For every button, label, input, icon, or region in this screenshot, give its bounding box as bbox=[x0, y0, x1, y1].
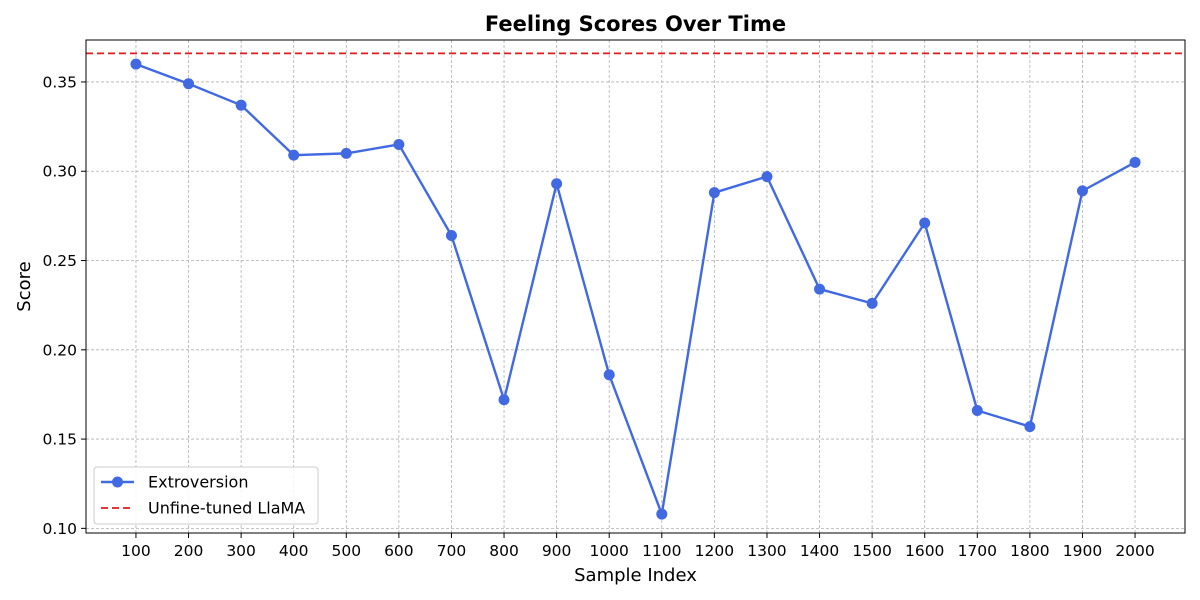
data-point-1000 bbox=[603, 369, 615, 381]
data-point-1600 bbox=[919, 217, 931, 229]
data-point-300 bbox=[235, 99, 247, 111]
data-point-1900 bbox=[1076, 185, 1088, 197]
legend-label-reference: Unfine-tuned LlaMA bbox=[148, 499, 305, 518]
data-point-1500 bbox=[866, 297, 878, 309]
x-tick-label-600: 600 bbox=[384, 542, 414, 560]
x-tick-label-1500: 1500 bbox=[852, 542, 891, 560]
data-point-400 bbox=[288, 149, 300, 161]
data-point-900 bbox=[551, 178, 563, 190]
x-tick-label-100: 100 bbox=[121, 542, 151, 560]
y-tick-label-0.25: 0.25 bbox=[42, 252, 77, 270]
y-tick-label-0.10: 0.10 bbox=[42, 520, 77, 538]
data-point-600 bbox=[393, 138, 405, 150]
series-line-0 bbox=[134, 62, 1137, 516]
data-point-1100 bbox=[656, 508, 668, 520]
legend-label-extroversion: Extroversion bbox=[148, 473, 248, 492]
data-point-700 bbox=[445, 230, 457, 242]
data-point-100 bbox=[130, 58, 142, 70]
x-tick-label-800: 800 bbox=[489, 542, 519, 560]
data-point-500 bbox=[340, 147, 352, 159]
x-tick-label-1700: 1700 bbox=[958, 542, 997, 560]
legend: Extroversion Unfine-tuned LlaMA bbox=[93, 466, 319, 525]
y-tick-label-0.15: 0.15 bbox=[42, 431, 77, 449]
x-tick-label-2000: 2000 bbox=[1115, 542, 1154, 560]
y-axis-ticks: 0.10 0.15 0.20 0.25 0.30 0.35 bbox=[42, 73, 86, 538]
y-tick-label-0.20: 0.20 bbox=[42, 341, 77, 359]
y-axis-label: Score bbox=[14, 261, 35, 311]
chart-title: Feeling Scores Over Time bbox=[485, 12, 786, 36]
series bbox=[130, 58, 1141, 520]
data-point-800 bbox=[498, 394, 510, 406]
x-axis-ticks: 100 200 300 400 500 600 700 800 900 1000 1100 1200 1… bbox=[121, 533, 1155, 560]
x-tick-label-1900: 1900 bbox=[1063, 542, 1102, 560]
grid bbox=[86, 40, 1185, 533]
data-point-1700 bbox=[971, 405, 983, 417]
data-point-1800 bbox=[1024, 421, 1036, 433]
x-tick-label-1200: 1200 bbox=[695, 542, 734, 560]
plot-frame bbox=[85, 39, 1186, 534]
legend-box bbox=[93, 466, 319, 525]
data-point-2000 bbox=[1129, 156, 1141, 168]
data-point-1200 bbox=[708, 187, 720, 199]
x-tick-label-1400: 1400 bbox=[800, 542, 839, 560]
legend-swatch-marker-extroversion bbox=[112, 476, 123, 488]
x-tick-label-900: 900 bbox=[542, 542, 572, 560]
x-tick-label-1300: 1300 bbox=[747, 542, 786, 560]
x-axis-label: Sample Index bbox=[574, 565, 697, 586]
x-tick-label-700: 700 bbox=[437, 542, 467, 560]
x-tick-label-200: 200 bbox=[174, 542, 204, 560]
x-tick-label-400: 400 bbox=[279, 542, 309, 560]
data-point-1400 bbox=[814, 283, 826, 295]
data-point-1300 bbox=[761, 171, 773, 183]
x-tick-label-1000: 1000 bbox=[589, 542, 628, 560]
data-point-200 bbox=[183, 78, 195, 90]
x-tick-label-1100: 1100 bbox=[642, 542, 681, 560]
x-tick-label-500: 500 bbox=[331, 542, 361, 560]
x-tick-label-1600: 1600 bbox=[905, 542, 944, 560]
x-tick-label-1800: 1800 bbox=[1010, 542, 1049, 560]
y-tick-label-0.35: 0.35 bbox=[42, 73, 77, 91]
y-tick-label-0.30: 0.30 bbox=[42, 163, 77, 181]
x-tick-label-300: 300 bbox=[226, 542, 256, 560]
